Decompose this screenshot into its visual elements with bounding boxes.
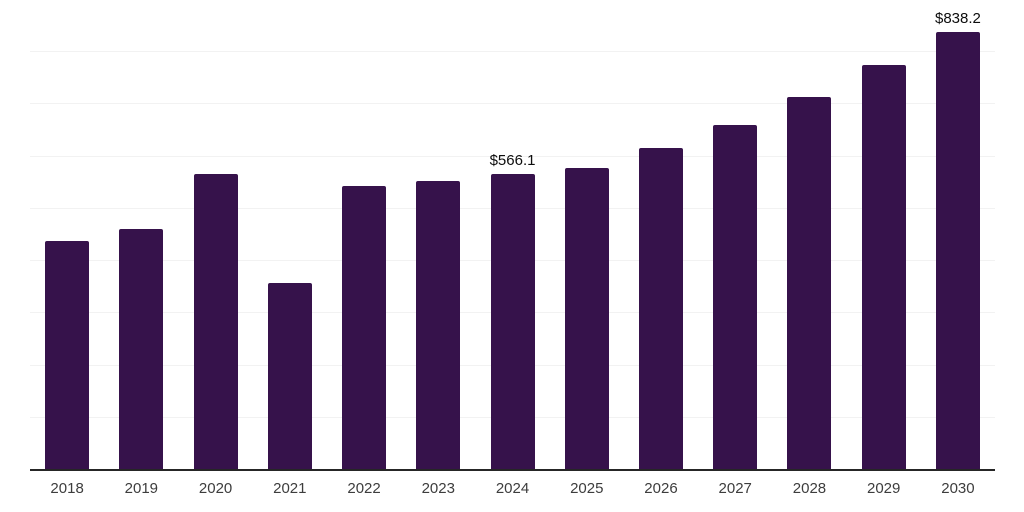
bar-2027 [713, 124, 758, 470]
bar-2021 [267, 283, 312, 470]
bar-2028 [787, 97, 832, 470]
x-tick-label-2019: 2019 [124, 480, 159, 497]
bar-2024 [490, 174, 535, 470]
plot-area: $566.1 $838.2 [30, 0, 995, 470]
x-tick-label-2018: 2018 [50, 480, 84, 497]
bar-column-2024: $566.1 [475, 0, 549, 470]
bar-column-2030: $838.2 [921, 0, 995, 470]
x-axis-line [30, 469, 995, 471]
bar-2018 [45, 241, 90, 470]
x-tick-label-2025: 2025 [570, 480, 604, 497]
x-tick-label-2027: 2027 [718, 480, 752, 497]
bar-column-2022 [327, 0, 401, 470]
bar-column-2028 [772, 0, 846, 470]
x-tick-label-2021: 2021 [273, 480, 307, 497]
bar-2029 [861, 64, 906, 470]
bar-column-2021 [253, 0, 327, 470]
bar-column-2027 [698, 0, 772, 470]
gridline-800 [30, 51, 995, 53]
x-tick-label-2020: 2020 [198, 480, 233, 497]
bar-column-2025 [550, 0, 624, 470]
bar-2022 [342, 186, 387, 470]
x-tick-label-2030: 2030 [941, 480, 975, 497]
x-tick-label-2029: 2029 [867, 480, 901, 497]
x-axis-labels: 2018 2019 2020 2021 2022 2023 2024 2025 2026 2027… [30, 480, 995, 498]
bar-2030 [935, 32, 980, 470]
x-tick-label-2028: 2028 [792, 480, 827, 497]
gridline-600 [30, 155, 995, 157]
bar-column-2019 [104, 0, 178, 470]
x-tick-label-2026: 2026 [644, 480, 678, 497]
x-tick-label-2023: 2023 [421, 480, 455, 497]
bar-2020 [193, 173, 238, 470]
bar-2025 [564, 168, 609, 470]
gridline-700 [30, 103, 995, 105]
bar-2023 [416, 180, 461, 470]
x-tick-label-2024: 2024 [495, 480, 530, 497]
bar-column-2018 [30, 0, 104, 470]
x-tick-label-2022: 2022 [347, 480, 381, 497]
bar-2019 [119, 228, 164, 470]
bar-column-2020 [178, 0, 252, 470]
bar-column-2026 [624, 0, 698, 470]
data-label-2030: $838.2 [934, 9, 981, 27]
bar-column-2023 [401, 0, 475, 470]
bar-columns: $566.1 $838.2 [30, 0, 995, 470]
bar-column-2029 [847, 0, 921, 470]
bar-2026 [638, 147, 683, 470]
data-label-2024: $566.1 [489, 151, 536, 169]
